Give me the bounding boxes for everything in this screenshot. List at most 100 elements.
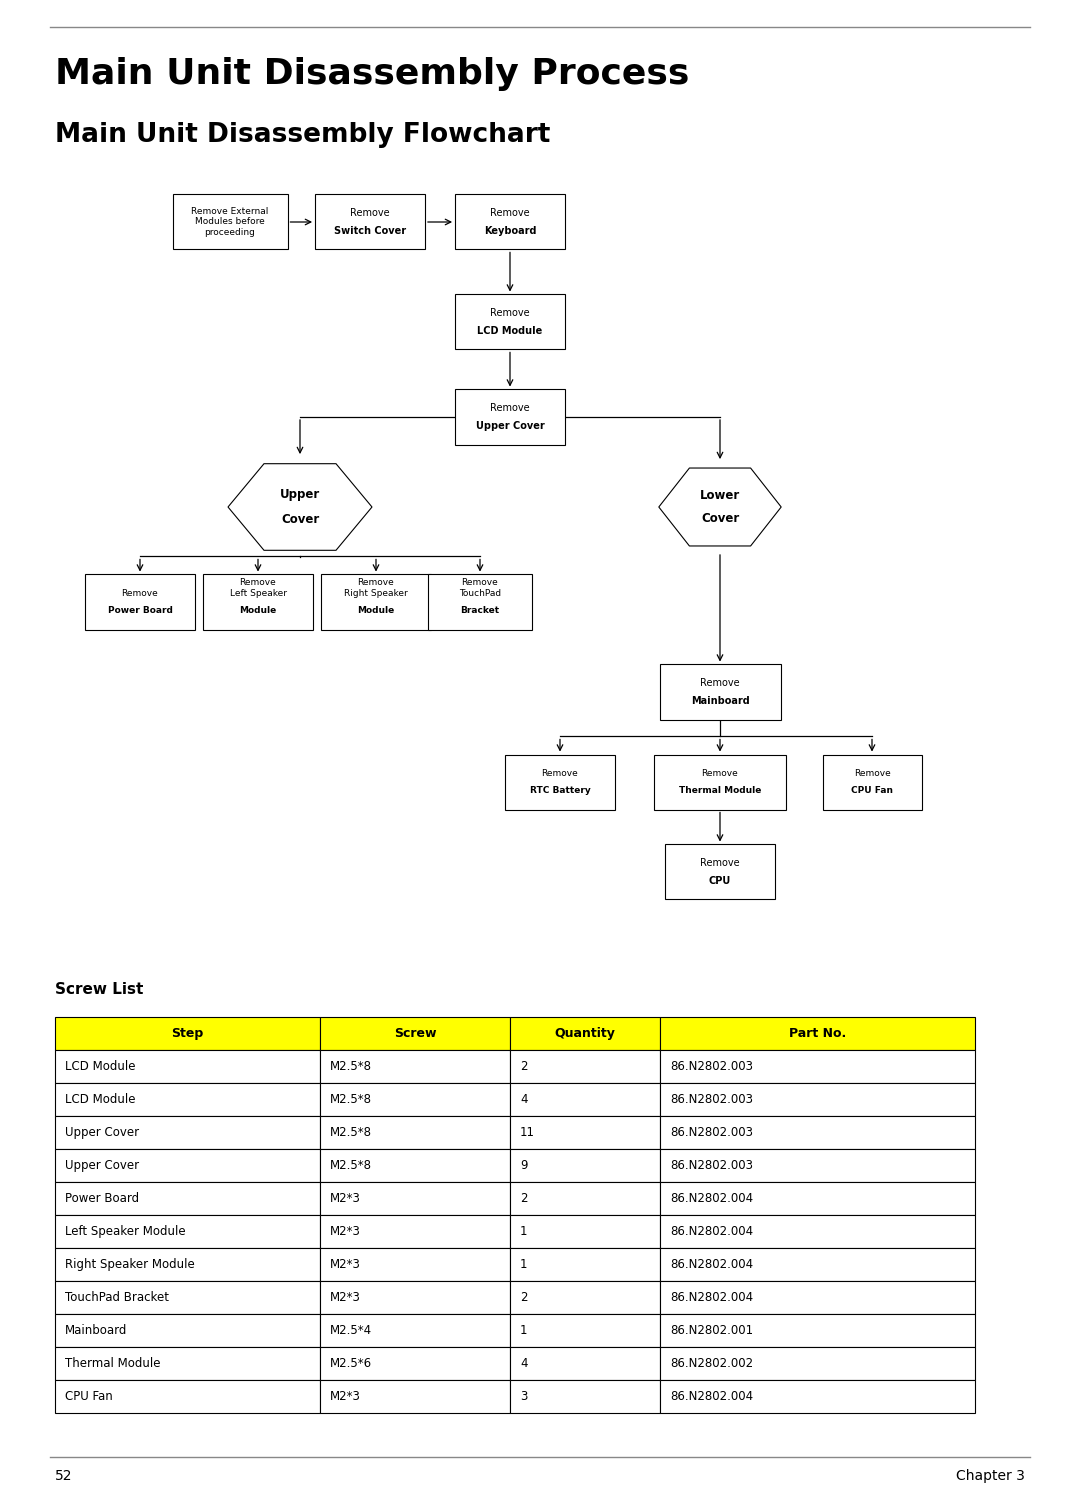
Bar: [320, 1281, 510, 1314]
Text: Thermal Module: Thermal Module: [679, 786, 761, 795]
Bar: [660, 1314, 975, 1347]
Bar: [320, 1018, 510, 1049]
Bar: [510, 1247, 660, 1281]
Text: Right Speaker Module: Right Speaker Module: [65, 1258, 194, 1272]
Text: Power Board: Power Board: [65, 1191, 139, 1205]
Bar: [510, 1018, 660, 1049]
Polygon shape: [659, 469, 781, 546]
Text: Part No.: Part No.: [788, 1027, 846, 1040]
Bar: [428, 575, 532, 629]
Bar: [85, 575, 195, 629]
Text: Remove: Remove: [350, 207, 390, 218]
Text: Chapter 3: Chapter 3: [956, 1470, 1025, 1483]
Bar: [455, 195, 565, 249]
Text: M2*3: M2*3: [330, 1225, 361, 1238]
Bar: [315, 195, 426, 249]
Bar: [510, 1049, 660, 1083]
Text: 86.N2802.004: 86.N2802.004: [670, 1258, 753, 1272]
Polygon shape: [228, 464, 372, 550]
Text: Cover: Cover: [701, 511, 739, 525]
Text: LCD Module: LCD Module: [477, 327, 542, 336]
Bar: [320, 1314, 510, 1347]
Bar: [320, 1216, 510, 1247]
Text: 86.N2802.001: 86.N2802.001: [670, 1325, 753, 1337]
Text: 9: 9: [519, 1160, 527, 1172]
Text: M2*3: M2*3: [330, 1258, 361, 1272]
Bar: [320, 1149, 510, 1182]
Text: M2*3: M2*3: [330, 1390, 361, 1403]
Text: Remove: Remove: [122, 588, 159, 597]
Text: M2*3: M2*3: [330, 1291, 361, 1303]
Text: 86.N2802.004: 86.N2802.004: [670, 1191, 753, 1205]
Text: Screw: Screw: [394, 1027, 436, 1040]
Text: Screw List: Screw List: [55, 981, 144, 996]
Bar: [320, 1083, 510, 1116]
Text: Remove: Remove: [490, 402, 530, 413]
Bar: [320, 1247, 510, 1281]
Bar: [320, 1049, 510, 1083]
Bar: [660, 1083, 975, 1116]
Bar: [55, 1216, 320, 1247]
Text: Remove: Remove: [542, 768, 579, 777]
Text: CPU: CPU: [708, 877, 731, 886]
Bar: [510, 1347, 660, 1380]
Bar: [823, 754, 921, 809]
Bar: [320, 1380, 510, 1414]
Text: 86.N2802.003: 86.N2802.003: [670, 1160, 753, 1172]
Text: Upper Cover: Upper Cover: [65, 1126, 139, 1139]
Text: Remove: Remove: [700, 677, 740, 688]
Text: TouchPad Bracket: TouchPad Bracket: [65, 1291, 168, 1303]
Text: M2.5*6: M2.5*6: [330, 1356, 373, 1370]
Bar: [55, 1049, 320, 1083]
Bar: [660, 1347, 975, 1380]
Bar: [173, 195, 287, 249]
Text: LCD Module: LCD Module: [65, 1060, 135, 1074]
Text: Remove External
Modules before
proceeding: Remove External Modules before proceedin…: [191, 207, 269, 237]
Text: 2: 2: [519, 1060, 527, 1074]
Text: 1: 1: [519, 1325, 527, 1337]
Text: Thermal Module: Thermal Module: [65, 1356, 161, 1370]
Bar: [660, 1281, 975, 1314]
Bar: [660, 1116, 975, 1149]
Text: Cover: Cover: [281, 513, 319, 526]
Text: Remove: Remove: [490, 207, 530, 218]
Text: 52: 52: [55, 1470, 72, 1483]
Bar: [660, 1049, 975, 1083]
Text: 86.N2802.003: 86.N2802.003: [670, 1126, 753, 1139]
Text: 1: 1: [519, 1225, 527, 1238]
Text: Bracket: Bracket: [460, 606, 500, 615]
Text: Module: Module: [240, 606, 276, 615]
Text: 86.N2802.003: 86.N2802.003: [670, 1060, 753, 1074]
Text: Remove: Remove: [700, 857, 740, 868]
Bar: [660, 1149, 975, 1182]
Bar: [320, 1347, 510, 1380]
Text: Main Unit Disassembly Process: Main Unit Disassembly Process: [55, 57, 689, 91]
Bar: [654, 754, 786, 809]
Text: 2: 2: [519, 1291, 527, 1303]
Text: Quantity: Quantity: [554, 1027, 616, 1040]
Text: LCD Module: LCD Module: [65, 1093, 135, 1105]
Text: Power Board: Power Board: [108, 606, 173, 615]
Text: M2.5*8: M2.5*8: [330, 1060, 372, 1074]
Text: CPU Fan: CPU Fan: [851, 786, 893, 795]
Text: 86.N2802.002: 86.N2802.002: [670, 1356, 753, 1370]
Bar: [665, 845, 775, 900]
Bar: [510, 1216, 660, 1247]
Text: 11: 11: [519, 1126, 535, 1139]
Bar: [510, 1182, 660, 1216]
Text: Remove: Remove: [490, 307, 530, 318]
Bar: [55, 1182, 320, 1216]
Bar: [55, 1347, 320, 1380]
Text: M2.5*8: M2.5*8: [330, 1126, 372, 1139]
Text: M2*3: M2*3: [330, 1191, 361, 1205]
Bar: [55, 1247, 320, 1281]
Text: 4: 4: [519, 1093, 527, 1105]
Bar: [510, 1149, 660, 1182]
Text: Remove
Left Speaker: Remove Left Speaker: [229, 578, 286, 597]
Text: 86.N2802.003: 86.N2802.003: [670, 1093, 753, 1105]
Bar: [660, 1182, 975, 1216]
Text: 1: 1: [519, 1258, 527, 1272]
Text: Main Unit Disassembly Flowchart: Main Unit Disassembly Flowchart: [55, 122, 551, 148]
Text: Upper Cover: Upper Cover: [65, 1160, 139, 1172]
Bar: [510, 1116, 660, 1149]
